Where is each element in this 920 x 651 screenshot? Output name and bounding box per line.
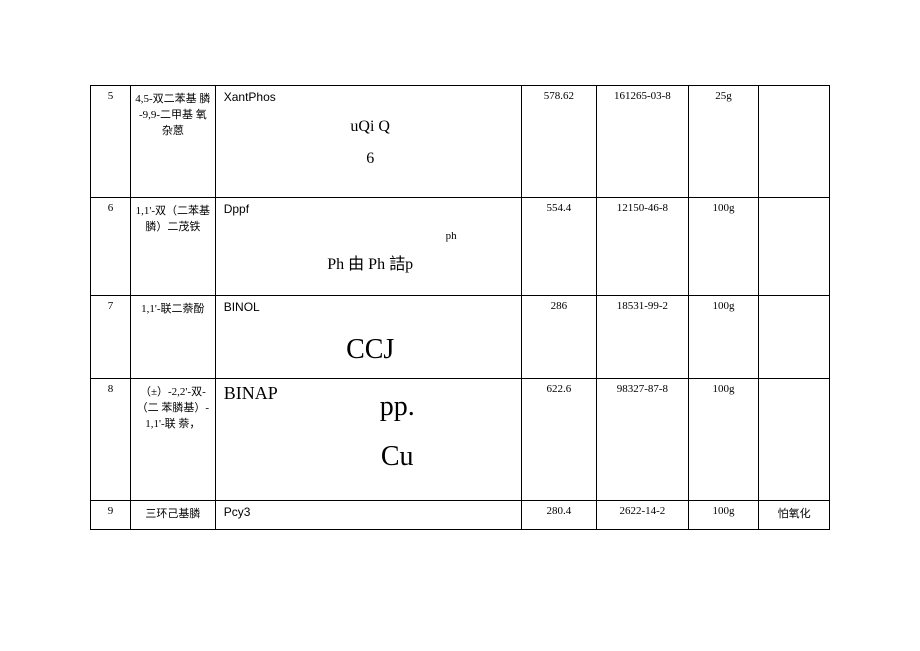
- cas-number: 98327-87-8: [596, 379, 688, 501]
- row-index: 7: [91, 296, 131, 379]
- abbr-label: XantPhos: [224, 90, 517, 110]
- abbreviation-cell: BINOL CCJ: [215, 296, 521, 379]
- struct-line: Ph 由 Ph 詰p: [327, 256, 413, 273]
- row-index: 6: [91, 198, 131, 296]
- cas-number: 161265-03-8: [596, 86, 688, 198]
- struct-line: Cu: [381, 441, 414, 472]
- abbreviation-cell: BINAP pp. Cu: [215, 379, 521, 501]
- table-row: 7 1,1'-联二萘酚 BINOL CCJ 286 18531-99-2 100…: [91, 296, 830, 379]
- row-index: 8: [91, 379, 131, 501]
- abbr-label: Pcy3: [224, 505, 517, 525]
- struct-line: CCJ: [346, 334, 394, 365]
- quantity: 100g: [688, 296, 759, 379]
- molecular-weight: 622.6: [521, 379, 596, 501]
- cas-number: 12150-46-8: [596, 198, 688, 296]
- struct-line: 6: [366, 150, 374, 167]
- table-row: 8 （±）-2,2'-双-（二 苯膦基）- 1,1'-联 萘， BINAP pp…: [91, 379, 830, 501]
- struct-line: pp.: [380, 391, 415, 422]
- molecular-weight: 554.4: [521, 198, 596, 296]
- quantity: 100g: [688, 198, 759, 296]
- table-row: 5 4,5-双二苯基 膦 -9,9-二甲基 氧 杂蒽 XantPhos uQi …: [91, 86, 830, 198]
- note: 怕氧化: [759, 501, 830, 530]
- compound-name: 1,1'-双（二苯基 膦）二茂铁: [131, 198, 216, 296]
- struct-line: uQi Q: [350, 118, 390, 135]
- abbr-label: BINAP: [224, 383, 278, 410]
- cas-number: 2622-14-2: [596, 501, 688, 530]
- molecular-weight: 280.4: [521, 501, 596, 530]
- struct-line: ph: [446, 230, 457, 242]
- note: [759, 296, 830, 379]
- compound-name: 1,1'-联二萘酚: [131, 296, 216, 379]
- table-row: 9 三环己基膦 Pcy3 280.4 2622-14-2 100g 怕氧化: [91, 501, 830, 530]
- note: [759, 198, 830, 296]
- abbreviation-cell: XantPhos uQi Q 6: [215, 86, 521, 198]
- row-index: 5: [91, 86, 131, 198]
- abbreviation-cell: Pcy3: [215, 501, 521, 530]
- compound-name: 4,5-双二苯基 膦 -9,9-二甲基 氧 杂蒽: [131, 86, 216, 198]
- ligand-table: 5 4,5-双二苯基 膦 -9,9-二甲基 氧 杂蒽 XantPhos uQi …: [90, 85, 830, 530]
- compound-name: （±）-2,2'-双-（二 苯膦基）- 1,1'-联 萘，: [131, 379, 216, 501]
- molecular-weight: 578.62: [521, 86, 596, 198]
- abbr-label: BINOL: [224, 300, 517, 320]
- molecular-weight: 286: [521, 296, 596, 379]
- table-row: 6 1,1'-双（二苯基 膦）二茂铁 Dppf ph Ph 由 Ph 詰p 55…: [91, 198, 830, 296]
- cas-number: 18531-99-2: [596, 296, 688, 379]
- abbreviation-cell: Dppf ph Ph 由 Ph 詰p: [215, 198, 521, 296]
- note: [759, 379, 830, 501]
- quantity: 25g: [688, 86, 759, 198]
- row-index: 9: [91, 501, 131, 530]
- abbr-label: Dppf: [224, 202, 517, 222]
- compound-name: 三环己基膦: [131, 501, 216, 530]
- note: [759, 86, 830, 198]
- quantity: 100g: [688, 379, 759, 501]
- quantity: 100g: [688, 501, 759, 530]
